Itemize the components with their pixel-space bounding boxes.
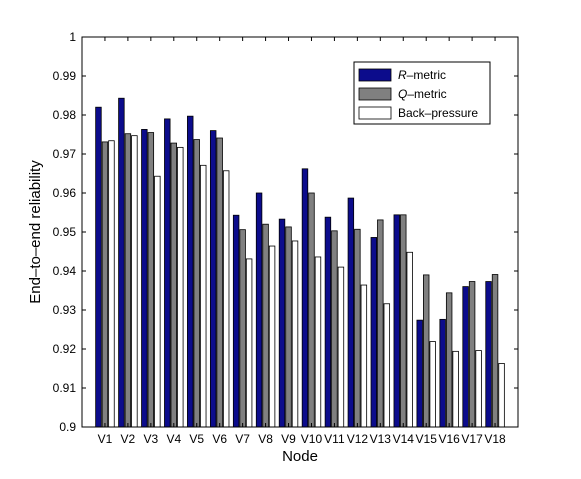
bar-back-pressure-v15 <box>429 341 436 428</box>
y-tick-label: 0.94 <box>53 264 77 278</box>
bar-back-pressure-v17 <box>475 350 482 428</box>
x-tick-label: V18 <box>484 432 506 446</box>
bar-r-metric-v12 <box>347 197 355 428</box>
y-tick-label: 0.95 <box>53 225 77 239</box>
bar-r-metric-v10 <box>301 168 309 428</box>
bar-back-pressure-v5 <box>200 164 207 428</box>
x-tick-label: V8 <box>258 432 273 446</box>
bar-back-pressure-v16 <box>452 350 459 428</box>
x-tick-label: V5 <box>189 432 204 446</box>
x-tick-label: V9 <box>281 432 296 446</box>
y-axis: 0.9 0.91 0.92 0.93 0.94 0.95 0.96 0.97 0.98 0.99 1 <box>53 30 518 434</box>
bar-q-metric-v4 <box>170 142 177 428</box>
x-tick-label: V17 <box>461 432 483 446</box>
bar-q-metric-v7 <box>239 229 246 428</box>
bar-q-metric-v5 <box>193 139 200 428</box>
legend-label-back-pressure: Back–pressure <box>398 106 478 120</box>
legend: R–metric Q–metric Back–pressure <box>353 61 491 125</box>
x-tick-label: V15 <box>416 432 438 446</box>
legend-label-q-metric: Q–metric <box>398 87 447 101</box>
legend-swatch-q-metric <box>358 87 392 101</box>
bar-r-metric-v1 <box>95 106 102 428</box>
bar-back-pressure-v6 <box>222 170 230 428</box>
x-tick-label: V12 <box>347 432 369 446</box>
x-tick-label: V6 <box>212 432 227 446</box>
bar-back-pressure-v3 <box>154 175 161 428</box>
bar-back-pressure-v10 <box>314 256 322 428</box>
bar-back-pressure-v8 <box>268 245 276 428</box>
bar-r-metric-v16 <box>439 318 446 428</box>
x-tick-label: V2 <box>121 432 136 446</box>
y-tick-label: 0.9 <box>59 420 76 434</box>
y-tick-label: 0.91 <box>53 381 77 395</box>
y-tick-label: 0.93 <box>53 303 77 317</box>
bar-q-metric-v12 <box>354 228 361 428</box>
bar-r-metric-v15 <box>416 319 423 428</box>
bar-q-metric-v6 <box>216 137 223 428</box>
bar-back-pressure-v13 <box>383 303 391 428</box>
bar-q-metric-v11 <box>331 230 338 428</box>
x-tick-label: V4 <box>166 432 181 446</box>
x-tick-label: V10 <box>301 432 323 446</box>
x-tick-label: V11 <box>324 432 345 446</box>
y-tick-label: 0.92 <box>53 342 77 356</box>
bar-back-pressure-v11 <box>337 266 345 428</box>
bar-r-metric-v7 <box>232 214 240 428</box>
bar-q-metric-v14 <box>400 214 407 428</box>
bar-q-metric-v1 <box>101 141 109 428</box>
bar-r-metric-v8 <box>255 192 263 428</box>
legend-label-r-metric: R–metric <box>398 68 446 82</box>
bar-r-metric-v9 <box>278 218 286 428</box>
bar-q-metric-v3 <box>147 132 155 428</box>
y-tick-label: 0.96 <box>53 186 77 200</box>
x-tick-label: V7 <box>235 432 250 446</box>
bar-r-metric-v3 <box>141 129 148 428</box>
bar-back-pressure-v9 <box>291 240 299 428</box>
bar-back-pressure-v14 <box>406 251 413 428</box>
bar-r-metric-v6 <box>209 130 217 428</box>
bar-back-pressure-v1 <box>108 140 115 428</box>
bar-back-pressure-v7 <box>245 258 253 428</box>
y-tick-label: 1 <box>69 30 76 44</box>
y-tick-label: 0.98 <box>53 108 77 122</box>
bar-back-pressure-v12 <box>360 284 368 428</box>
x-tick-label: V14 <box>393 432 415 446</box>
bar-r-metric-v11 <box>324 216 332 428</box>
bar-back-pressure-v4 <box>177 146 184 428</box>
x-axis-label: Node <box>282 448 318 465</box>
x-tick-label: V3 <box>143 432 158 446</box>
x-axis: V1 V2 V3 V4 V5 V6 V7 V8 V9 V10 V11 V12 V13 V14 V15 V16 V… <box>98 37 506 446</box>
bar-r-metric-v4 <box>164 118 171 428</box>
bar-q-metric-v15 <box>423 274 430 428</box>
bar-back-pressure-v18 <box>498 363 505 428</box>
bar-q-metric-v17 <box>468 281 476 428</box>
bar-q-metric-v16 <box>445 292 453 428</box>
bar-q-metric-v2 <box>124 133 132 428</box>
x-tick-label: V16 <box>438 432 460 446</box>
bar-q-metric-v10 <box>308 192 315 428</box>
bar-q-metric-v18 <box>491 274 499 428</box>
bar-r-metric-v18 <box>485 281 492 428</box>
bar-r-metric-v17 <box>462 286 469 428</box>
bar-r-metric-v13 <box>370 237 378 428</box>
bar-q-metric-v13 <box>377 219 384 428</box>
bar-q-metric-v8 <box>262 223 269 428</box>
bar-r-metric-v5 <box>187 115 194 428</box>
bar-r-metric-v14 <box>393 214 400 428</box>
bar-q-metric-v9 <box>285 226 292 428</box>
legend-swatch-r-metric <box>358 68 392 82</box>
y-tick-label: 0.99 <box>53 69 77 83</box>
bar-back-pressure-v2 <box>131 135 138 428</box>
x-tick-label: V13 <box>370 432 392 446</box>
y-tick-label: 0.97 <box>53 147 77 161</box>
y-axis-label: End–to–end reliability <box>27 160 44 304</box>
bar-r-metric-v2 <box>118 97 125 428</box>
legend-swatch-back-pressure <box>358 106 392 120</box>
x-tick-label: V1 <box>98 432 113 446</box>
